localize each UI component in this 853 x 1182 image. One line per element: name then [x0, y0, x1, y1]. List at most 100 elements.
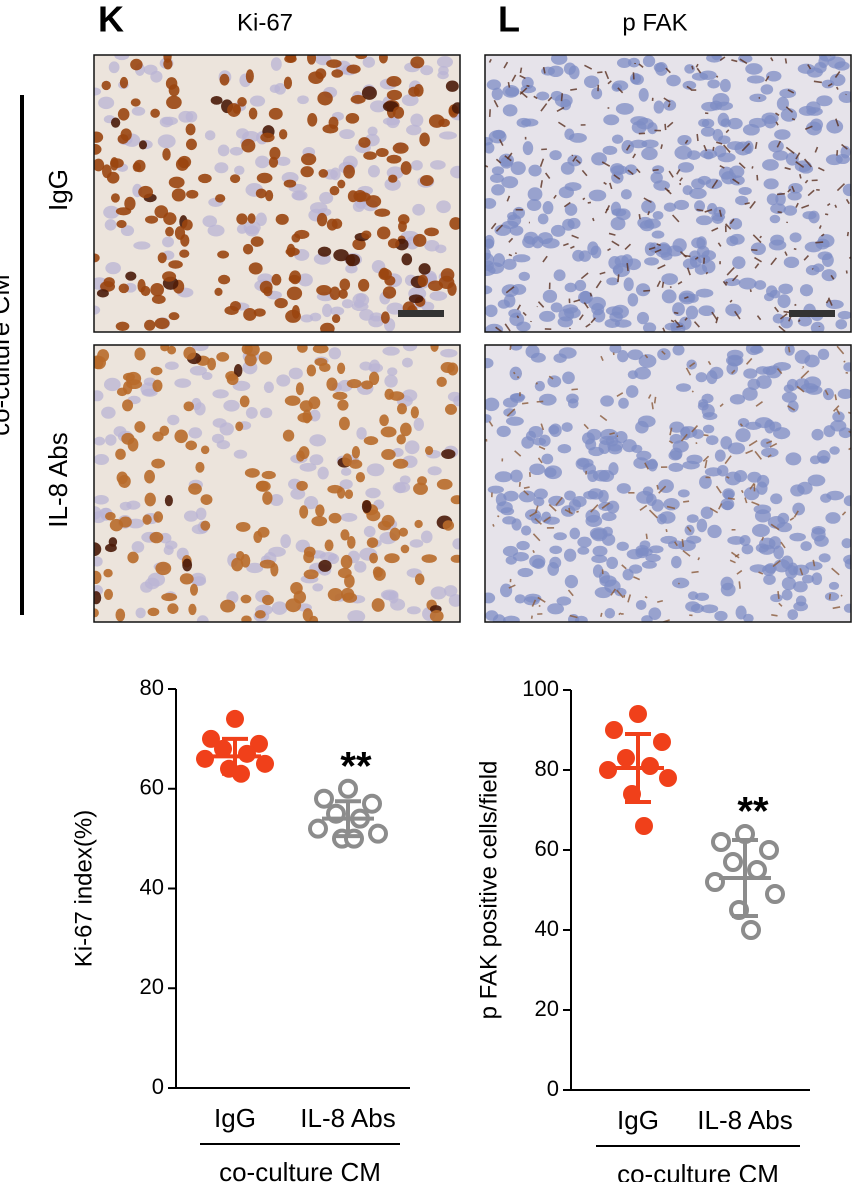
- cell: [695, 288, 714, 298]
- cell: [609, 345, 622, 354]
- cell: [437, 70, 449, 80]
- nucleus: [419, 132, 430, 147]
- cell: [588, 446, 604, 457]
- membrane: [799, 568, 804, 576]
- cell: [452, 538, 460, 550]
- cell: [255, 212, 267, 227]
- cell: [717, 112, 730, 127]
- cell: [840, 145, 851, 159]
- membrane: [537, 301, 545, 308]
- membrane: [691, 570, 699, 574]
- membrane: [691, 65, 694, 70]
- cell: [765, 70, 782, 82]
- nucleus: [372, 566, 383, 578]
- membrane: [845, 270, 848, 274]
- cell: [635, 544, 650, 556]
- nucleus: [248, 107, 258, 120]
- nucleus: [109, 518, 124, 532]
- membrane: [685, 367, 692, 376]
- cell: [644, 218, 661, 229]
- nucleus: [229, 174, 241, 184]
- cell: [114, 55, 130, 61]
- membrane: [633, 576, 641, 581]
- cell: [653, 100, 665, 114]
- cell: [841, 538, 851, 549]
- membrane: [597, 71, 603, 74]
- cell: [549, 545, 563, 555]
- membrane: [766, 440, 773, 445]
- cell: [817, 234, 835, 248]
- cell: [620, 189, 632, 200]
- membrane: [583, 302, 589, 309]
- nucleus: [436, 376, 447, 387]
- nucleus: [103, 588, 113, 600]
- membrane: [537, 596, 546, 603]
- nucleus: [154, 317, 170, 330]
- membrane: [769, 442, 778, 448]
- nucleus: [258, 351, 273, 365]
- membrane: [617, 274, 620, 283]
- nucleus: [163, 55, 172, 63]
- membrane: [607, 248, 611, 252]
- membrane: [732, 178, 740, 185]
- nucleus: [329, 185, 340, 196]
- nucleus: [340, 587, 355, 601]
- cell: [527, 187, 543, 201]
- membrane: [677, 582, 680, 585]
- nucleus: [244, 353, 257, 367]
- nucleus: [138, 140, 148, 150]
- cell: [812, 263, 825, 273]
- cell: [787, 400, 799, 413]
- membrane: [799, 174, 802, 179]
- cell: [174, 378, 192, 388]
- membrane: [731, 59, 738, 63]
- nucleus: [327, 588, 344, 602]
- cell: [487, 485, 504, 494]
- nucleus: [235, 521, 251, 532]
- cell: [207, 224, 225, 237]
- cell: [717, 152, 736, 163]
- membrane: [508, 253, 513, 257]
- cell: [774, 129, 791, 140]
- membrane: [696, 133, 699, 142]
- cell: [542, 201, 554, 215]
- cell: [761, 447, 779, 458]
- nucleus: [94, 591, 102, 605]
- cell: [677, 489, 690, 498]
- membrane: [803, 158, 812, 168]
- cell: [651, 230, 665, 239]
- nucleus: [413, 482, 428, 495]
- membrane: [784, 166, 791, 171]
- cell: [363, 525, 376, 538]
- panel-title: Ki-67: [237, 9, 293, 36]
- nucleus: [386, 154, 402, 164]
- membrane: [770, 57, 774, 62]
- nucleus: [392, 458, 409, 469]
- membrane: [801, 204, 810, 209]
- cell: [843, 603, 851, 613]
- membrane: [719, 164, 725, 169]
- cell: [686, 514, 699, 523]
- cell: [509, 225, 524, 236]
- data-point: [605, 721, 623, 739]
- cell: [795, 595, 807, 607]
- nucleus: [297, 345, 308, 353]
- cell: [772, 313, 785, 324]
- cell: [745, 63, 763, 75]
- membrane: [534, 505, 539, 513]
- membrane: [731, 369, 736, 375]
- membrane: [600, 612, 603, 618]
- cell: [711, 55, 722, 61]
- cell: [630, 116, 649, 126]
- cell: [309, 434, 327, 447]
- membrane: [843, 360, 846, 363]
- cell: [300, 314, 314, 323]
- cell: [604, 318, 621, 329]
- cell: [648, 545, 664, 554]
- membrane: [548, 503, 557, 512]
- cell: [779, 88, 797, 98]
- cell: [509, 366, 522, 381]
- cell: [669, 421, 685, 433]
- membrane: [648, 509, 658, 519]
- nucleus: [317, 91, 333, 106]
